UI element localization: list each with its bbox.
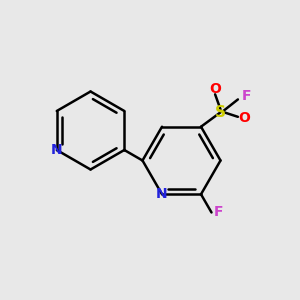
Text: N: N [51,143,63,157]
Text: S: S [215,105,226,120]
Text: O: O [209,82,221,96]
Text: O: O [238,111,250,125]
Text: F: F [213,206,223,220]
Text: F: F [242,88,251,103]
Text: N: N [156,187,168,201]
